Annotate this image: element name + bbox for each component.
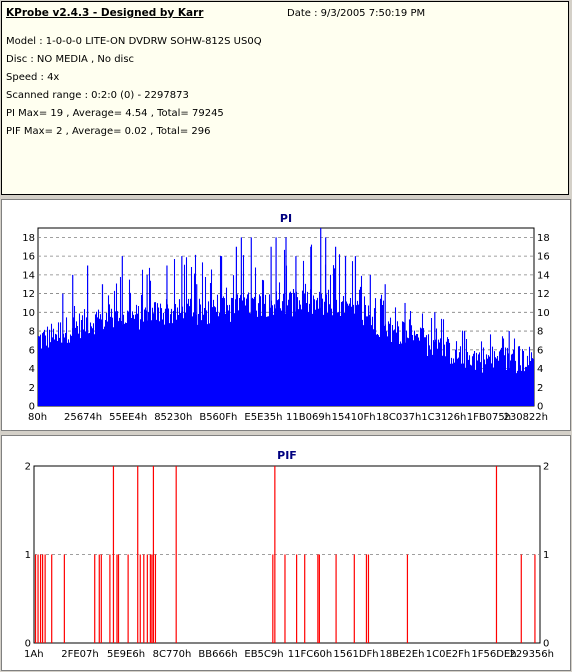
pif-xtick: 1Ah xyxy=(24,649,44,660)
disc-line: Disc : NO MEDIA , No disc xyxy=(6,54,135,65)
pif-ytick-left: 0 xyxy=(25,639,31,650)
pi-ytick-left: 8 xyxy=(29,327,35,338)
pif-xtick: 1561DFh xyxy=(333,649,378,660)
pi-ytick-left: 0 xyxy=(29,402,35,413)
pif-xtick: 18BE2Eh xyxy=(380,649,425,660)
pi-xtick: B560Fh xyxy=(199,412,237,423)
info-panel: KProbe v2.4.3 - Designed by Karr Date : … xyxy=(1,1,569,195)
pif-xtick: BB666h xyxy=(198,649,237,660)
pi-ytick-left: 2 xyxy=(29,383,35,394)
pif-xtick: 1F56DEh xyxy=(471,649,516,660)
pif-chart-panel: PIF 0 0 1 1 2 2 1Ah 2FE07h 5E9E6h 8C770h BB666h EB5C… xyxy=(1,435,571,671)
pif-ytick-left: 2 xyxy=(25,462,31,473)
pi-bar-columns xyxy=(37,244,535,406)
pi-ytick-right: 18 xyxy=(537,233,550,244)
model-line: Model : 1-0-0-0 LITE-ON DVDRW SOHW-812S … xyxy=(6,36,262,47)
pi-xtick: 1C3126h xyxy=(421,412,466,423)
pi-xtick: 85230h xyxy=(154,412,192,423)
pi-chart-title: PI xyxy=(280,212,292,225)
pi-xtick: 18C037h xyxy=(376,412,421,423)
pif-xtick: 2FE07h xyxy=(61,649,99,660)
pif-ytick-left: 1 xyxy=(25,550,31,561)
pif-xtick: 11FC60h xyxy=(288,649,333,660)
pi-ytick-right: 10 xyxy=(537,308,550,319)
pi-bars xyxy=(37,228,535,406)
pif-bars xyxy=(34,466,536,643)
pif-ytick-right: 1 xyxy=(543,550,549,561)
pi-ytick-right: 0 xyxy=(537,402,543,413)
pi-xtick: 230822h xyxy=(503,412,548,423)
pif-chart-title: PIF xyxy=(277,449,297,462)
pi-ytick-left: 4 xyxy=(29,364,35,375)
pi-xtick: E5E35h xyxy=(244,412,282,423)
pi-chart: PI 0 0 2 2 4 4 6 6 8 8 10 10 12 12 14 14 16 16 18 18 80h 25674… xyxy=(22,212,550,423)
pif-xtick: EB5C9h xyxy=(244,649,283,660)
pi-summary-line: PI Max= 19 , Average= 4.54 , Total= 7924… xyxy=(6,108,224,119)
pif-xtick: 5E9E6h xyxy=(107,649,145,660)
pi-ytick-right: 2 xyxy=(537,383,543,394)
speed-line: Speed : 4x xyxy=(6,72,60,83)
pif-ytick-right: 2 xyxy=(543,462,549,473)
pi-ytick-left: 6 xyxy=(29,345,35,356)
scan-date: Date : 9/3/2005 7:50:19 PM xyxy=(287,8,426,19)
pi-xtick: 80h xyxy=(28,412,47,423)
pif-chart: PIF 0 0 1 1 2 2 1Ah 2FE07h 5E9E6h 8C770h BB666h EB5C… xyxy=(24,449,554,660)
pi-ytick-right: 14 xyxy=(537,270,550,281)
pi-ytick-left: 16 xyxy=(22,252,35,263)
pi-ytick-right: 6 xyxy=(537,345,543,356)
scanned-range-line: Scanned range : 0:2:0 (0) - 2297873 xyxy=(6,90,189,101)
pif-summary-line: PIF Max= 2 , Average= 0.02 , Total= 296 xyxy=(6,126,211,137)
pi-ytick-left: 18 xyxy=(22,233,35,244)
pi-ytick-right: 4 xyxy=(537,364,543,375)
pi-chart-panel: PI 0 0 2 2 4 4 6 6 8 8 10 10 12 12 14 14 16 16 18 18 80h 25674… xyxy=(1,199,571,431)
pi-ytick-left: 10 xyxy=(22,308,35,319)
pi-xtick: 11B069h xyxy=(286,412,331,423)
pif-ytick-right: 0 xyxy=(543,639,549,650)
pi-ytick-right: 16 xyxy=(537,252,550,263)
pi-ytick-left: 12 xyxy=(22,289,35,300)
pi-ytick-right: 8 xyxy=(537,327,543,338)
pif-xtick: 229356h xyxy=(509,649,554,660)
pi-xtick: 15410Fh xyxy=(332,412,376,423)
pi-xtick: 55EE4h xyxy=(109,412,147,423)
pi-ytick-left: 14 xyxy=(22,270,35,281)
pi-xtick: 25674h xyxy=(64,412,102,423)
pif-xtick: 1C0E2Fh xyxy=(426,649,470,660)
app-title: KProbe v2.4.3 - Designed by Karr xyxy=(6,7,204,19)
pif-xtick: 8C770h xyxy=(153,649,192,660)
pi-xtick: 1FB075h xyxy=(467,412,511,423)
pi-ytick-right: 12 xyxy=(537,289,550,300)
